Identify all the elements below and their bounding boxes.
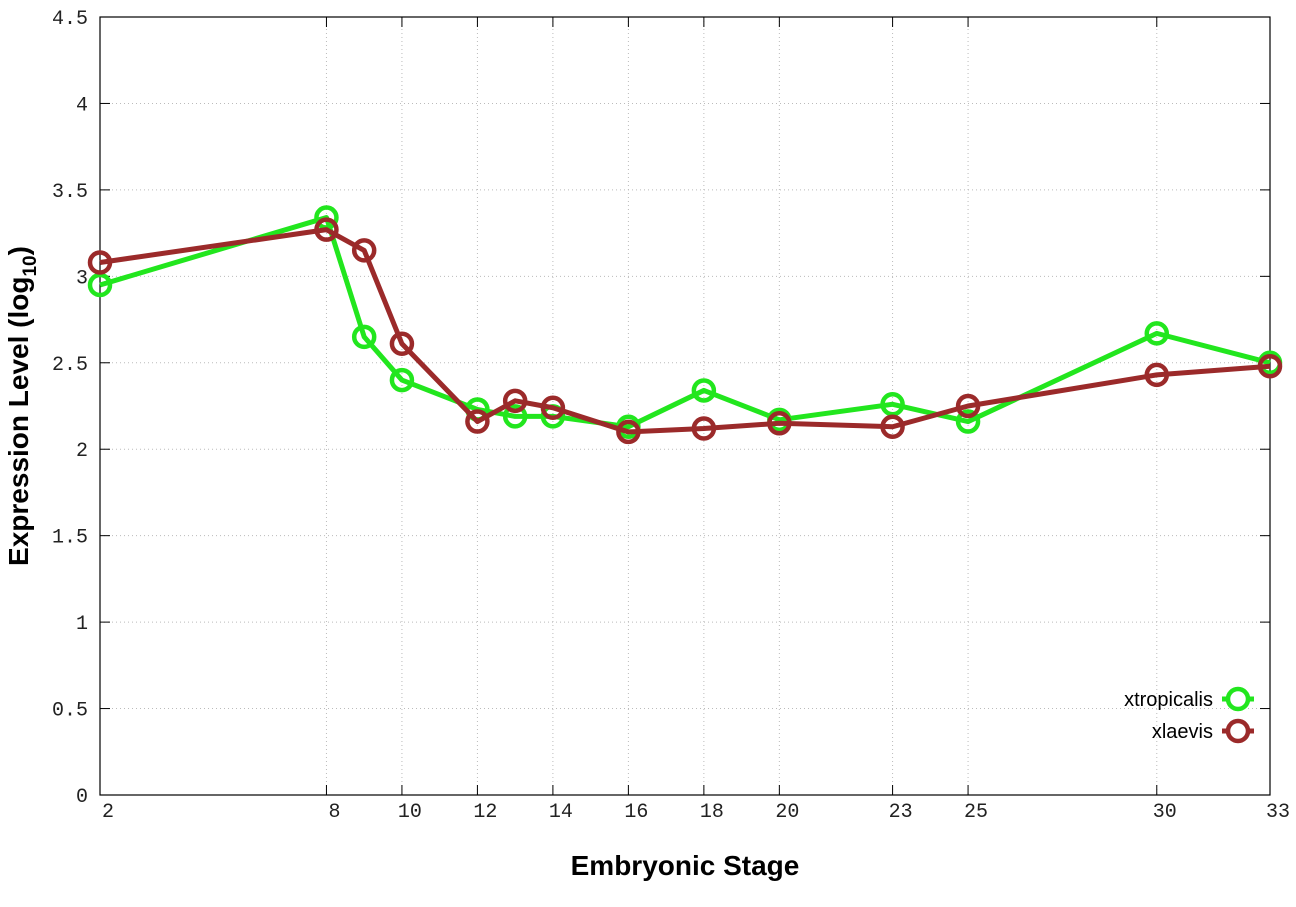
y-label-subscript: 10 [20, 255, 41, 276]
y-tick-label: 4.5 [52, 8, 88, 31]
x-tick-label: 33 [1266, 801, 1290, 824]
point [880, 392, 905, 417]
point [691, 416, 717, 441]
point [880, 414, 905, 439]
point [955, 409, 981, 434]
y-label-end: ) [3, 246, 34, 255]
x-tick-label: 10 [398, 801, 422, 824]
point [540, 395, 566, 420]
y-tick-label: 1 [76, 613, 88, 636]
x-tick-label: 14 [549, 801, 573, 824]
x-tick-label: 2 [102, 801, 114, 824]
x-tick-label: 12 [473, 801, 497, 824]
point [616, 419, 641, 445]
point [502, 388, 528, 414]
point [351, 238, 377, 263]
x-tick-label: 18 [700, 801, 724, 824]
x-tick-label: 8 [328, 801, 340, 824]
point [314, 217, 339, 242]
point [955, 393, 981, 419]
legend-marker [1225, 686, 1251, 712]
legend-label: xlaevis [1152, 721, 1213, 743]
y-tick-label: 4 [76, 94, 88, 117]
point [389, 367, 415, 393]
y-tick-label: 0 [76, 786, 88, 809]
x-tick-label: 16 [624, 801, 648, 824]
x-tick-label: 20 [775, 801, 799, 824]
point [389, 331, 415, 357]
point [1144, 321, 1170, 346]
legend-marker [1225, 718, 1251, 744]
x-tick-label: 23 [889, 801, 913, 824]
x-tick-label: 25 [964, 801, 988, 824]
point [691, 378, 717, 403]
point [87, 250, 113, 275]
point [87, 272, 113, 298]
y-tick-label: 3.5 [52, 181, 88, 204]
y-tick-label: 2 [76, 440, 88, 463]
y-label-text: Expression Level (log [3, 277, 34, 566]
y-tick-label: 3 [76, 267, 88, 290]
point [465, 409, 490, 434]
plot-frame [99, 16, 1271, 796]
point [1257, 353, 1283, 379]
series-line [99, 227, 1271, 435]
legend-label: xtropicalis [1124, 689, 1213, 711]
x-tick-label: 30 [1153, 801, 1177, 824]
point [502, 404, 528, 429]
point [767, 411, 792, 436]
point [351, 324, 377, 350]
series-line [99, 215, 1271, 430]
y-axis-label: Expression Level (log10) [3, 246, 41, 566]
point [1144, 362, 1170, 388]
y-tick-label: 0.5 [52, 700, 88, 723]
y-tick-label: 2.5 [52, 354, 88, 377]
x-axis-label: Embryonic Stage [571, 850, 800, 881]
y-tick-label: 1.5 [52, 527, 88, 550]
